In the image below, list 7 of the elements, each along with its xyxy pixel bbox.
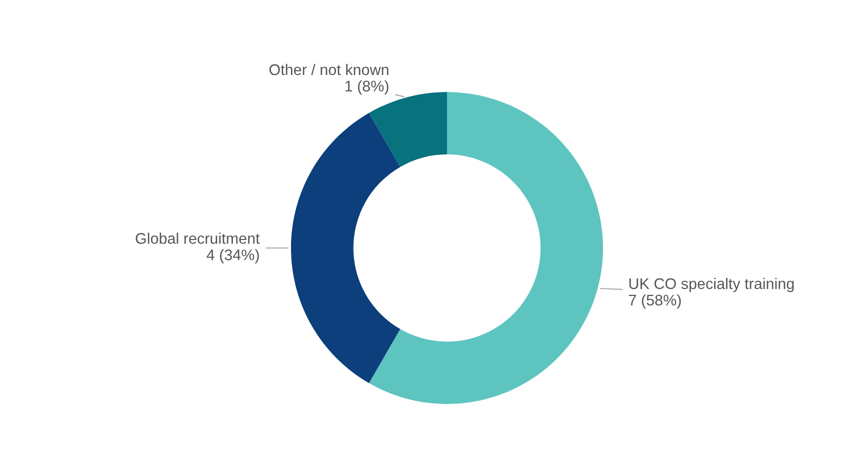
- data-label: 1 (8%): [345, 80, 388, 95]
- donut-slice: [291, 112, 400, 384]
- slice-label: Global recruitment: [136, 232, 260, 244]
- slice-label: UK CO specialty training: [629, 278, 794, 292]
- data-label: 4 (34%): [206, 249, 259, 264]
- data-label: 7 (58%): [629, 294, 681, 309]
- slice-label: Other / not known: [269, 64, 388, 76]
